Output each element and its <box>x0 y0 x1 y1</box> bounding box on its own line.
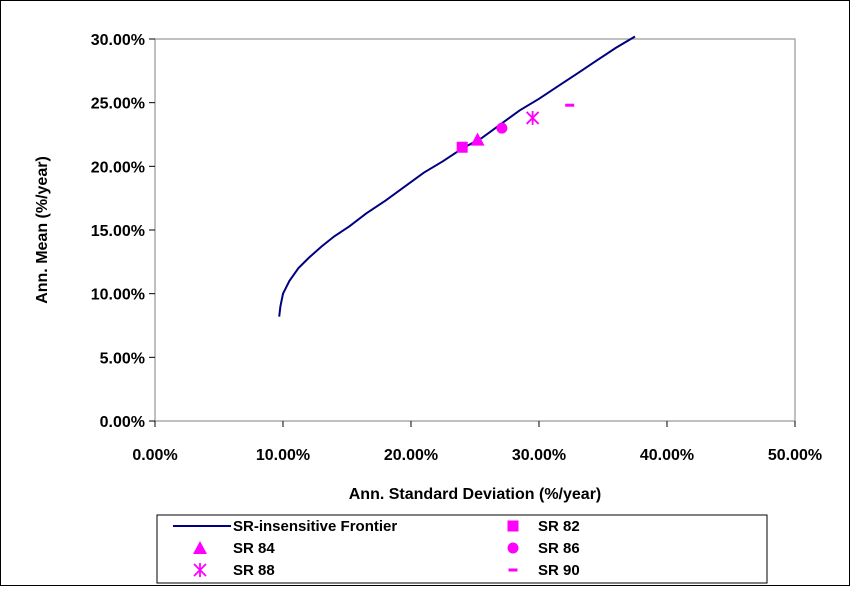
x-tick-label: 0.00% <box>132 447 177 464</box>
marker-sr-84 <box>470 132 485 146</box>
legend-item: SR 90 <box>508 562 580 579</box>
marker-sr-82 <box>456 141 468 153</box>
legend-label: SR-insensitive Frontier <box>233 518 397 535</box>
x-tick-label: 50.00% <box>768 447 822 464</box>
legend-item: SR 88 <box>193 562 275 579</box>
marker-sr-88 <box>525 110 540 125</box>
frontier-line <box>278 35 636 317</box>
x-axis-title: Ann. Standard Deviation (%/year) <box>349 486 602 503</box>
y-tick-label: 10.00% <box>91 287 145 304</box>
y-tick-label: 5.00% <box>100 350 145 367</box>
legend-square-symbol <box>507 520 519 532</box>
x-tick-label: 10.00% <box>256 447 310 464</box>
x-tick-label: 40.00% <box>640 447 694 464</box>
legend: SR-insensitive Frontier SR 82 SR 84 SR 86 SR… <box>173 518 580 579</box>
y-tick-label: 30.00% <box>91 32 145 49</box>
x-tick-label: 30.00% <box>512 447 566 464</box>
plot-area <box>154 38 796 422</box>
y-axis: 0.00% 5.00% 10.00% 15.00% 20.00% 25.00% 30.00% <box>91 32 155 431</box>
legend-box <box>156 514 768 584</box>
legend-label: SR 88 <box>233 562 275 579</box>
marker-sr-86 <box>496 122 508 134</box>
legend-asterisk-symbol <box>193 563 207 577</box>
x-axis: 0.00% 10.00% 20.00% 30.00% 40.00% 50.00% <box>132 421 822 464</box>
y-tick-label: 15.00% <box>91 223 145 240</box>
y-tick-label: 20.00% <box>91 159 145 176</box>
y-tick-label: 25.00% <box>91 96 145 113</box>
legend-label: SR 82 <box>538 518 580 535</box>
y-tick-label: 0.00% <box>100 414 145 431</box>
legend-label: SR 90 <box>538 562 580 579</box>
legend-label: SR 86 <box>538 540 580 557</box>
legend-circle-symbol <box>507 542 519 554</box>
legend-item: SR 86 <box>507 540 580 557</box>
legend-item: SR 82 <box>507 518 580 535</box>
y-axis-title: Ann. Mean (%/year) <box>34 156 51 304</box>
marker-layer <box>456 103 575 153</box>
legend-label: SR 84 <box>233 540 275 557</box>
legend-item: SR 84 <box>193 540 275 557</box>
x-tick-label: 20.00% <box>384 447 438 464</box>
marker-sr-90 <box>565 103 575 107</box>
legend-triangle-symbol <box>193 541 207 554</box>
legend-item: SR-insensitive Frontier <box>173 518 397 535</box>
frontier-layer <box>278 35 636 317</box>
legend-dash-symbol <box>508 568 518 572</box>
